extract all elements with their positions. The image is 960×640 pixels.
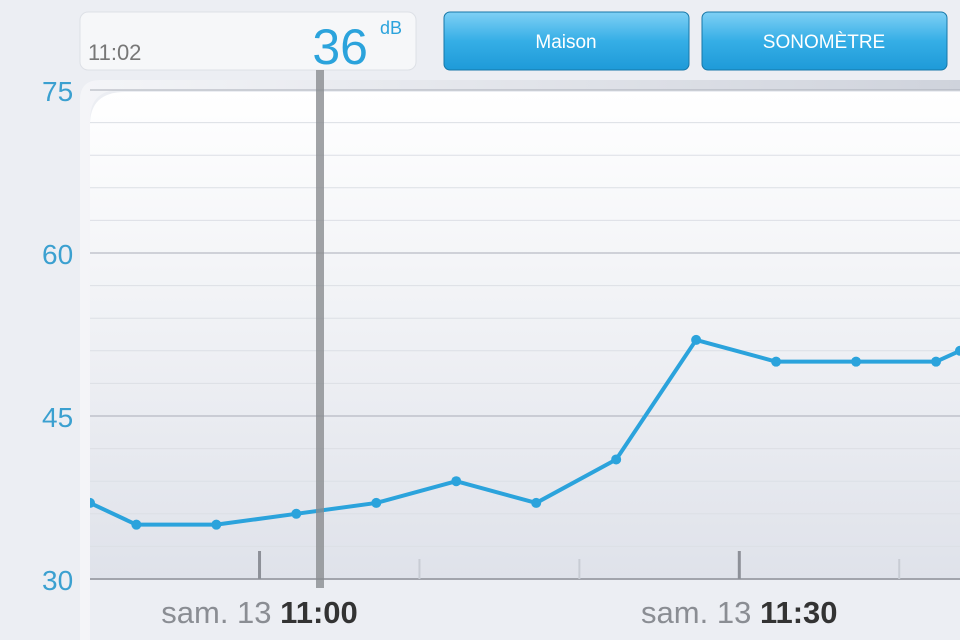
button-maison[interactable] xyxy=(443,11,690,71)
plot-area xyxy=(90,92,960,580)
point xyxy=(931,356,942,367)
series xyxy=(90,334,960,530)
cursor[interactable] xyxy=(316,70,324,588)
readout-level: 36 xyxy=(312,19,368,75)
x-tick-label: sam. 13 11:00 xyxy=(161,595,357,630)
point xyxy=(531,497,542,508)
readout-unit: dB xyxy=(380,18,402,38)
button-label[interactable]: Maison xyxy=(535,32,596,53)
point xyxy=(451,476,462,487)
point xyxy=(291,508,302,519)
point xyxy=(691,334,702,345)
x-tick-time: 11:30 xyxy=(760,595,838,630)
button-label[interactable]: SONOMÈTRE xyxy=(763,32,885,53)
x-tick-day: sam. 13 xyxy=(641,595,751,630)
point xyxy=(131,519,142,530)
y-tick-label: 45 xyxy=(42,402,73,433)
point xyxy=(851,356,862,367)
x-tick-time: 11:00 xyxy=(280,595,358,630)
x-tick-day: sam. 13 xyxy=(161,595,271,630)
readout-time: 11:02 xyxy=(88,40,141,65)
readout-box xyxy=(79,11,417,71)
button-sonometre[interactable] xyxy=(701,11,948,71)
point xyxy=(771,356,782,367)
point xyxy=(211,519,222,530)
point xyxy=(955,345,960,356)
y-tick-label: 30 xyxy=(42,565,73,596)
point xyxy=(611,454,622,465)
point xyxy=(90,497,95,508)
y-tick-label: 60 xyxy=(42,239,73,270)
y-tick-label: 75 xyxy=(42,76,73,107)
point xyxy=(371,497,382,508)
x-tick-label: sam. 13 11:30 xyxy=(641,595,837,630)
